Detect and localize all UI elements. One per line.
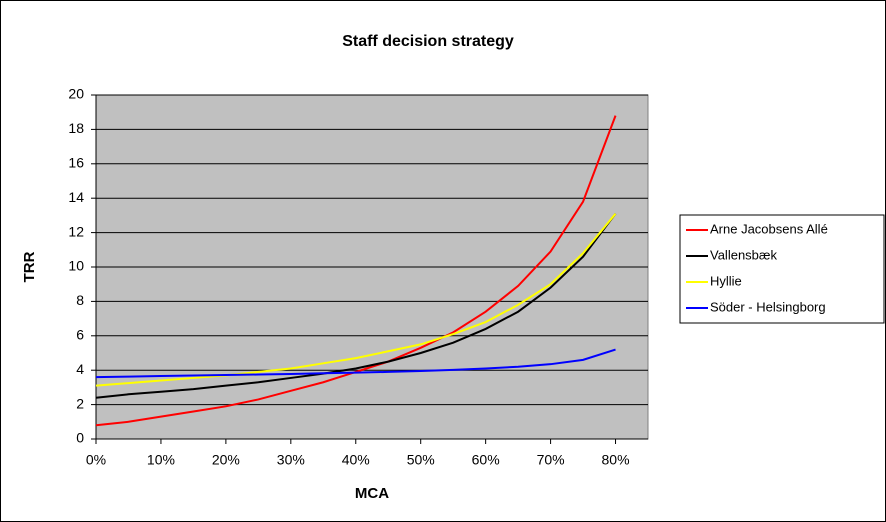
y-tick-label: 18 (68, 120, 84, 136)
x-tick-label: 0% (86, 452, 106, 468)
y-tick-label: 0 (76, 430, 84, 446)
y-axis-label: TRR (21, 251, 38, 282)
x-tick-label: 30% (277, 452, 305, 468)
x-tick-label: 60% (472, 452, 500, 468)
x-tick-label: 10% (147, 452, 175, 468)
legend-label: Arne Jacobsens Allé (710, 221, 828, 236)
y-tick-label: 8 (76, 292, 84, 308)
x-tick-label: 80% (602, 452, 630, 468)
series-line (95, 348, 616, 379)
y-tick-label: 20 (68, 86, 84, 102)
y-tick-label: 2 (76, 395, 84, 411)
x-axis-label: MCA (355, 485, 389, 502)
legend-label: Hyllie (710, 273, 742, 288)
x-tick-label: 40% (342, 452, 370, 468)
x-tick-label: 70% (537, 452, 565, 468)
legend-label: Söder - Helsingborg (710, 299, 826, 314)
y-tick-label: 4 (76, 361, 84, 377)
y-tick-label: 6 (76, 327, 84, 343)
series-line (95, 213, 617, 387)
y-tick-label: 14 (68, 189, 84, 205)
y-tick-label: 12 (68, 223, 84, 239)
legend-box (679, 214, 885, 324)
series-line (95, 213, 617, 399)
legend-label: Vallensbæk (710, 247, 777, 262)
chart-title: Staff decision strategy (342, 33, 514, 50)
x-tick-label: 50% (407, 452, 435, 468)
y-tick-label: 16 (68, 155, 84, 171)
x-tick-label: 20% (212, 452, 240, 468)
y-tick-label: 10 (68, 258, 84, 274)
